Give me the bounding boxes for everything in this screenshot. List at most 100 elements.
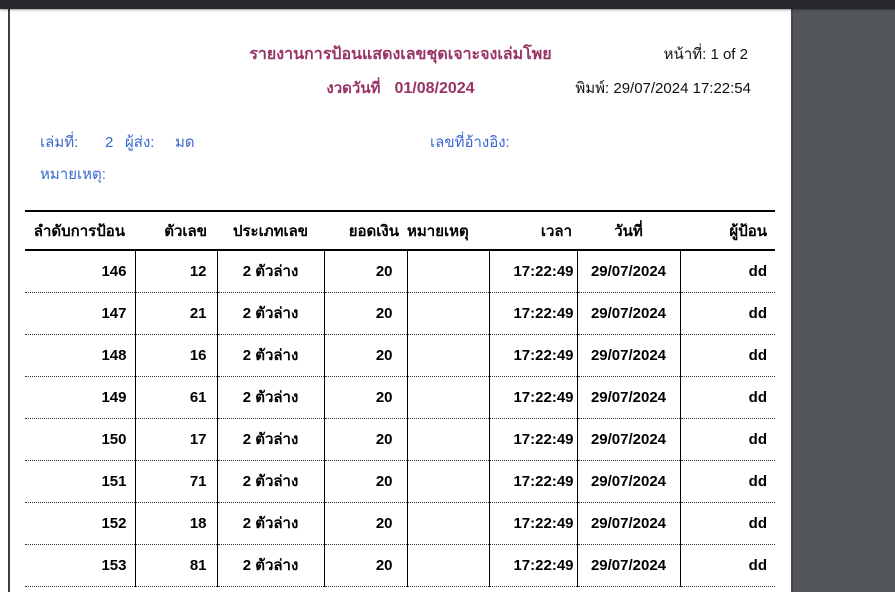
cell-amount: 20	[324, 334, 408, 377]
cell-amount: 20	[324, 460, 408, 503]
cell-time: 17:22:49	[489, 292, 578, 335]
col-header-amount: ยอดเงิน	[324, 210, 407, 251]
cell-amount: 20	[324, 250, 408, 293]
table-row: 150 17 2 ตัวล่าง 20 17:22:49 29/07/2024 …	[25, 418, 775, 461]
cell-operator: dd	[680, 334, 775, 377]
page-left-margin	[0, 9, 8, 592]
cell-date: 29/07/2024	[577, 250, 681, 293]
cell-number: 61	[135, 376, 218, 419]
report-page: รายงานการป้อนแสดงเลขชุดเจาะจงเล่มโพย หน้…	[10, 9, 793, 592]
cell-operator: dd	[680, 418, 775, 461]
cell-time: 17:22:49	[489, 334, 578, 377]
cell-operator: dd	[680, 544, 775, 587]
table-row: 146 12 2 ตัวล่าง 20 17:22:49 29/07/2024 …	[25, 250, 775, 293]
cell-amount: 20	[324, 376, 408, 419]
cell-date: 29/07/2024	[577, 418, 681, 461]
cell-bet-type: 2 ตัวล่าง	[217, 544, 325, 587]
cell-date: 29/07/2024	[577, 376, 681, 419]
col-header-time: เวลา	[489, 210, 577, 251]
table-row: 148 16 2 ตัวล่าง 20 17:22:49 29/07/2024 …	[25, 334, 775, 377]
cell-number: 18	[135, 502, 218, 545]
cell-note	[407, 544, 490, 587]
cell-note	[407, 292, 490, 335]
cell-time: 17:22:49	[489, 544, 578, 587]
cell-amount: 20	[324, 544, 408, 587]
note-label: หมายเหตุ:	[40, 166, 106, 183]
table-row: 147 21 2 ตัวล่าง 20 17:22:49 29/07/2024 …	[25, 292, 775, 335]
cell-note	[407, 418, 490, 461]
col-header-bet-type: ประเภทเลข	[217, 210, 324, 251]
page-number-info: หน้าที่: 1 of 2	[663, 46, 748, 63]
entry-table: ลำดับการป้อน ตัวเลข ประเภทเลข ยอดเงิน หม…	[25, 210, 775, 587]
page-left-border	[8, 9, 10, 592]
table-row: 152 18 2 ตัวล่าง 20 17:22:49 29/07/2024 …	[25, 502, 775, 545]
report-subheader-row: งวดวันที่ 01/08/2024 พิมพ์: 29/07/2024 1…	[10, 77, 791, 101]
cell-number: 21	[135, 292, 218, 335]
cell-date: 29/07/2024	[577, 544, 681, 587]
cell-note	[407, 460, 490, 503]
cell-sequence: 148	[25, 334, 136, 377]
cell-bet-type: 2 ตัวล่าง	[217, 418, 325, 461]
cell-bet-type: 2 ตัวล่าง	[217, 292, 325, 335]
col-header-operator: ผู้ป้อน	[680, 210, 775, 251]
col-header-note: หมายเหตุ	[407, 210, 489, 251]
cell-bet-type: 2 ตัวล่าง	[217, 502, 325, 545]
cell-bet-type: 2 ตัวล่าง	[217, 460, 325, 503]
cell-date: 29/07/2024	[577, 502, 681, 545]
sender-value: มด	[175, 134, 195, 151]
col-header-date: วันที่	[577, 210, 680, 251]
meta-row-1: เล่มที่: 2 ผู้ส่ง: มด เลขที่อ้างอิง:	[10, 132, 791, 154]
cell-time: 17:22:49	[489, 250, 578, 293]
col-header-sequence: ลำดับการป้อน	[25, 210, 135, 251]
cell-number: 16	[135, 334, 218, 377]
col-header-number: ตัวเลข	[135, 210, 217, 251]
cell-amount: 20	[324, 418, 408, 461]
entry-table-body: 146 12 2 ตัวล่าง 20 17:22:49 29/07/2024 …	[25, 250, 775, 587]
report-header-row: รายงานการป้อนแสดงเลขชุดเจาะจงเล่มโพย หน้…	[10, 43, 791, 67]
period-label: งวดวันที่	[326, 80, 381, 97]
cell-operator: dd	[680, 376, 775, 419]
cell-sequence: 152	[25, 502, 136, 545]
entry-table-header: ลำดับการป้อน ตัวเลข ประเภทเลข ยอดเงิน หม…	[25, 210, 775, 251]
cell-sequence: 150	[25, 418, 136, 461]
window-top-bar	[0, 0, 895, 9]
meta-row-2: หมายเหตุ:	[10, 164, 791, 186]
cell-sequence: 149	[25, 376, 136, 419]
cell-time: 17:22:49	[489, 376, 578, 419]
cell-note	[407, 250, 490, 293]
cell-date: 29/07/2024	[577, 334, 681, 377]
cell-operator: dd	[680, 250, 775, 293]
cell-bet-type: 2 ตัวล่าง	[217, 376, 325, 419]
print-timestamp: พิมพ์: 29/07/2024 17:22:54	[575, 80, 751, 97]
cell-bet-type: 2 ตัวล่าง	[217, 250, 325, 293]
draw-period: งวดวันที่ 01/08/2024	[10, 77, 791, 101]
table-row: 149 61 2 ตัวล่าง 20 17:22:49 29/07/2024 …	[25, 376, 775, 419]
period-date: 01/08/2024	[394, 80, 475, 97]
sender-label: ผู้ส่ง:	[125, 134, 155, 151]
cell-number: 12	[135, 250, 218, 293]
cell-sequence: 146	[25, 250, 136, 293]
table-row: 151 71 2 ตัวล่าง 20 17:22:49 29/07/2024 …	[25, 460, 775, 503]
cell-amount: 20	[324, 502, 408, 545]
cell-number: 17	[135, 418, 218, 461]
cell-note	[407, 376, 490, 419]
cell-time: 17:22:49	[489, 418, 578, 461]
cell-bet-type: 2 ตัวล่าง	[217, 334, 325, 377]
cell-number: 71	[135, 460, 218, 503]
cell-number: 81	[135, 544, 218, 587]
cell-sequence: 147	[25, 292, 136, 335]
cell-sequence: 151	[25, 460, 136, 503]
cell-time: 17:22:49	[489, 502, 578, 545]
cell-note	[407, 502, 490, 545]
cell-amount: 20	[324, 292, 408, 335]
book-label: เล่มที่:	[40, 134, 79, 151]
cell-note	[407, 334, 490, 377]
book-value: 2	[105, 134, 114, 151]
cell-operator: dd	[680, 460, 775, 503]
reference-label: เลขที่อ้างอิง:	[430, 134, 510, 151]
cell-time: 17:22:49	[489, 460, 578, 503]
cell-date: 29/07/2024	[577, 460, 681, 503]
cell-operator: dd	[680, 502, 775, 545]
report-title: รายงานการป้อนแสดงเลขชุดเจาะจงเล่มโพย	[249, 46, 552, 63]
cell-date: 29/07/2024	[577, 292, 681, 335]
